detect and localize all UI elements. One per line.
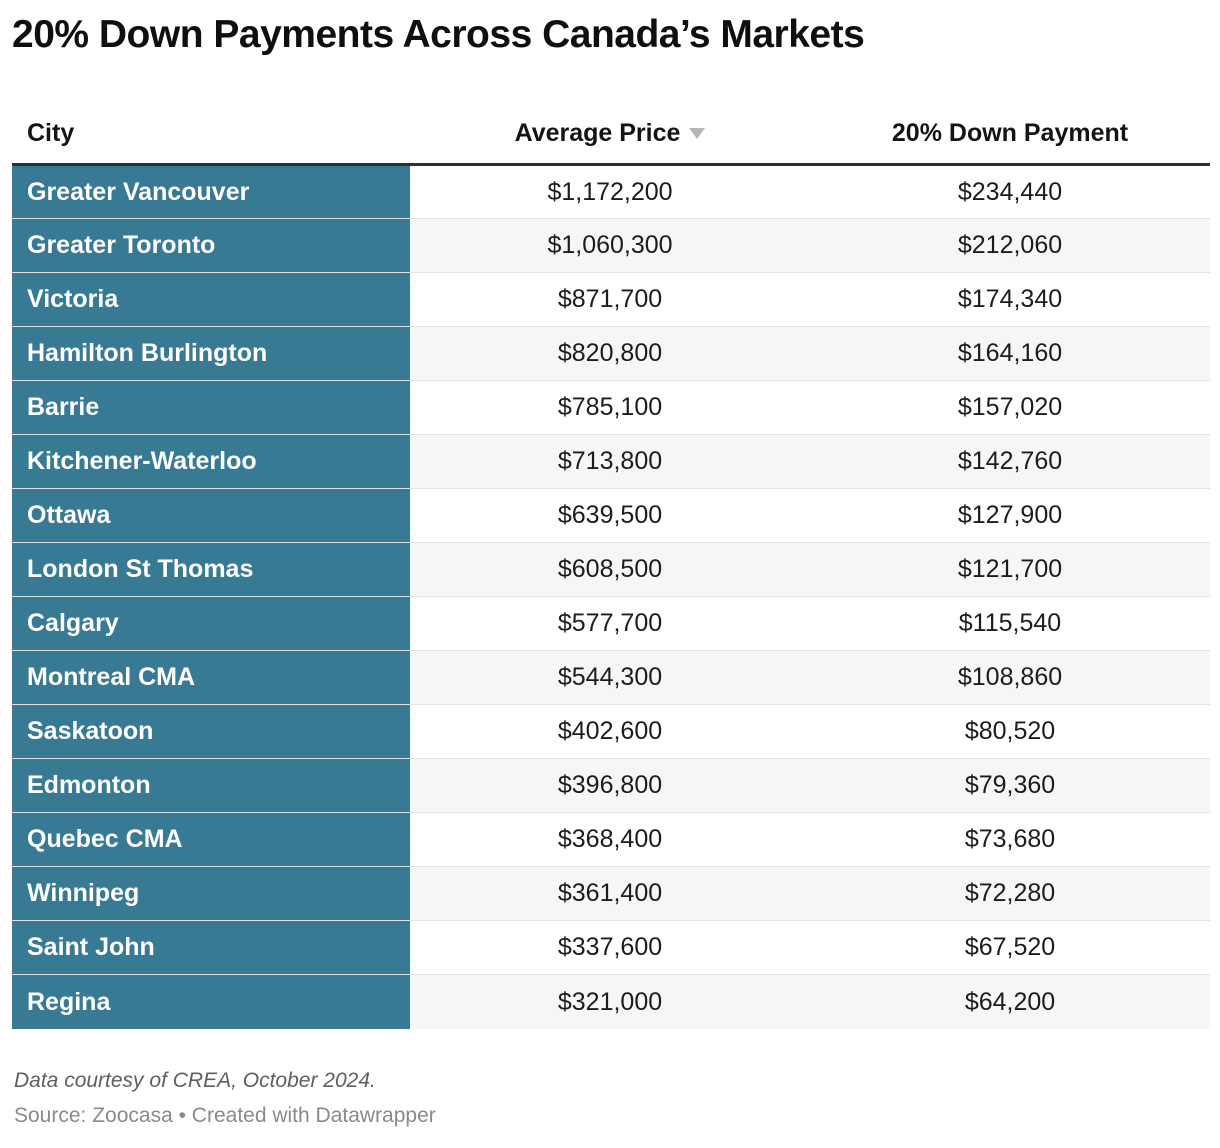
down-payment-cell: $64,200 bbox=[810, 974, 1210, 1029]
avg-price-cell: $785,100 bbox=[410, 380, 810, 435]
avg-price-cell: $1,060,300 bbox=[410, 218, 810, 273]
table-row: Edmonton $396,800 $79,360 bbox=[12, 758, 1210, 813]
city-cell: London St Thomas bbox=[12, 542, 410, 597]
table-row: Barrie $785,100 $157,020 bbox=[12, 380, 1210, 435]
sort-descending-icon bbox=[689, 127, 706, 139]
table-header-row: City Average Price 20% Down Payment bbox=[12, 102, 1210, 167]
down-payment-cell: $72,280 bbox=[810, 866, 1210, 921]
datawrapper-link[interactable]: Datawrapper bbox=[315, 1103, 436, 1127]
city-cell: Saint John bbox=[12, 920, 410, 975]
table-row: Saskatoon $402,600 $80,520 bbox=[12, 704, 1210, 759]
down-payment-cell: $174,340 bbox=[810, 272, 1210, 327]
table-row: Hamilton Burlington $820,800 $164,160 bbox=[12, 326, 1210, 381]
avg-price-cell: $396,800 bbox=[410, 758, 810, 813]
city-cell: Calgary bbox=[12, 596, 410, 651]
down-payment-cell: $142,760 bbox=[810, 434, 1210, 489]
created-with-text: Created with bbox=[191, 1103, 316, 1127]
city-cell: Montreal CMA bbox=[12, 650, 410, 705]
page-title: 20% Down Payments Across Canada’s Market… bbox=[12, 13, 865, 56]
table-row: Greater Vancouver $1,172,200 $234,440 bbox=[12, 164, 1210, 219]
down-payment-cell: $108,860 bbox=[810, 650, 1210, 705]
avg-price-cell: $820,800 bbox=[410, 326, 810, 381]
table-row: Kitchener-Waterloo $713,800 $142,760 bbox=[12, 434, 1210, 489]
table-body: Greater Vancouver $1,172,200 $234,440 Gr… bbox=[12, 164, 1210, 1029]
city-cell: Ottawa bbox=[12, 488, 410, 543]
data-table: City Average Price 20% Down Payment Grea… bbox=[12, 102, 1210, 1029]
city-cell: Hamilton Burlington bbox=[12, 326, 410, 381]
avg-price-cell: $337,600 bbox=[410, 920, 810, 975]
source-line: Source: Zoocasa • Created with Datawrapp… bbox=[14, 1104, 1210, 1128]
source-link-zoocasa[interactable]: Zoocasa bbox=[92, 1103, 173, 1127]
down-payment-cell: $79,360 bbox=[810, 758, 1210, 813]
table-row: Quebec CMA $368,400 $73,680 bbox=[12, 812, 1210, 867]
city-cell: Quebec CMA bbox=[12, 812, 410, 867]
down-payment-cell: $121,700 bbox=[810, 542, 1210, 597]
avg-price-cell: $368,400 bbox=[410, 812, 810, 867]
down-payment-cell: $73,680 bbox=[810, 812, 1210, 867]
city-cell: Edmonton bbox=[12, 758, 410, 813]
table-row: Calgary $577,700 $115,540 bbox=[12, 596, 1210, 651]
avg-price-cell: $1,172,200 bbox=[410, 164, 810, 219]
column-header-average-price-label: Average Price bbox=[514, 118, 681, 147]
down-payment-cell: $115,540 bbox=[810, 596, 1210, 651]
table-row: Victoria $871,700 $174,340 bbox=[12, 272, 1210, 327]
avg-price-cell: $608,500 bbox=[410, 542, 810, 597]
city-cell: Regina bbox=[12, 974, 410, 1029]
table-row: Greater Toronto $1,060,300 $212,060 bbox=[12, 218, 1210, 273]
city-cell: Victoria bbox=[12, 272, 410, 327]
table-row: Montreal CMA $544,300 $108,860 bbox=[12, 650, 1210, 705]
city-cell: Winnipeg bbox=[12, 866, 410, 921]
source-label: Source: bbox=[14, 1103, 93, 1127]
table-row: Saint John $337,600 $67,520 bbox=[12, 920, 1210, 975]
avg-price-cell: $402,600 bbox=[410, 704, 810, 759]
table-row: Regina $321,000 $64,200 bbox=[12, 974, 1210, 1029]
avg-price-cell: $713,800 bbox=[410, 434, 810, 489]
down-payment-cell: $157,020 bbox=[810, 380, 1210, 435]
down-payment-cell: $67,520 bbox=[810, 920, 1210, 975]
footer: Data courtesy of CREA, October 2024. Sou… bbox=[12, 1069, 1210, 1128]
city-cell: Kitchener-Waterloo bbox=[12, 434, 410, 489]
city-cell: Saskatoon bbox=[12, 704, 410, 759]
down-payment-cell: $212,060 bbox=[810, 218, 1210, 273]
down-payment-cell: $80,520 bbox=[810, 704, 1210, 759]
column-header-down-payment[interactable]: 20% Down Payment bbox=[810, 102, 1210, 167]
avg-price-cell: $577,700 bbox=[410, 596, 810, 651]
table-row: Winnipeg $361,400 $72,280 bbox=[12, 866, 1210, 921]
table-row: London St Thomas $608,500 $121,700 bbox=[12, 542, 1210, 597]
avg-price-cell: $544,300 bbox=[410, 650, 810, 705]
separator-dot: • bbox=[172, 1103, 192, 1127]
avg-price-cell: $871,700 bbox=[410, 272, 810, 327]
down-payment-cell: $164,160 bbox=[810, 326, 1210, 381]
footer-note: Data courtesy of CREA, October 2024. bbox=[14, 1068, 376, 1092]
down-payment-cell: $234,440 bbox=[810, 164, 1210, 219]
city-cell: Greater Toronto bbox=[12, 218, 410, 273]
column-header-average-price[interactable]: Average Price bbox=[410, 102, 810, 167]
avg-price-cell: $361,400 bbox=[410, 866, 810, 921]
city-cell: Greater Vancouver bbox=[12, 164, 410, 219]
avg-price-cell: $321,000 bbox=[410, 974, 810, 1029]
table-row: Ottawa $639,500 $127,900 bbox=[12, 488, 1210, 543]
column-header-city[interactable]: City bbox=[12, 102, 410, 167]
avg-price-cell: $639,500 bbox=[410, 488, 810, 543]
down-payment-cell: $127,900 bbox=[810, 488, 1210, 543]
city-cell: Barrie bbox=[12, 380, 410, 435]
